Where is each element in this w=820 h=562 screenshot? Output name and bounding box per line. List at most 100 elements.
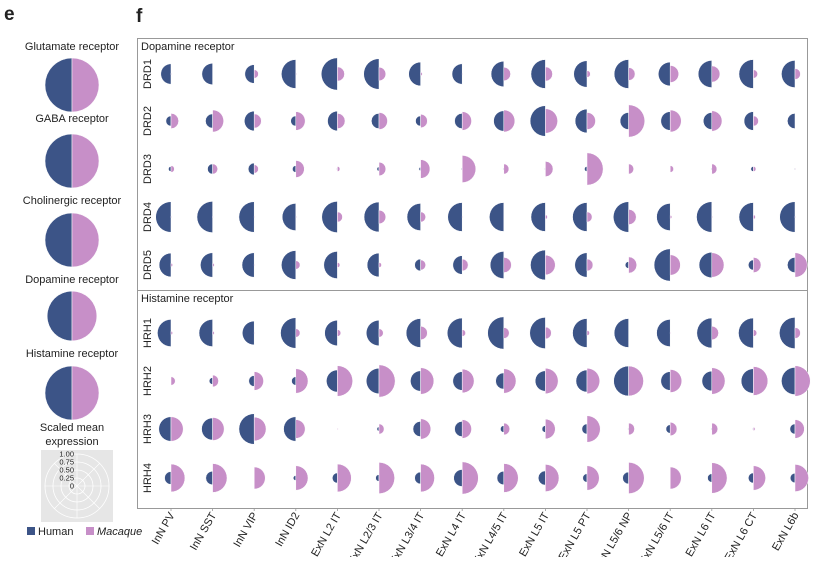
human-half-circle <box>238 413 255 445</box>
macaque-half-circle <box>295 465 309 491</box>
scale-tick-label: 0.50 <box>59 466 74 475</box>
macaque-half-circle <box>753 257 762 273</box>
macaque-half-circle <box>253 371 264 391</box>
scale-spoke <box>76 485 100 509</box>
macaque-half-circle <box>337 262 341 268</box>
column-label-cell-type: ExN L3/4 IT <box>388 510 428 557</box>
macaque-half-circle <box>753 366 769 396</box>
human-half-circle <box>376 426 380 432</box>
macaque-half-circle <box>378 112 388 130</box>
human-half-circle <box>625 261 629 269</box>
scale-spoke <box>76 463 100 487</box>
macaque-half-circle <box>711 252 725 278</box>
macaque-half-circle <box>711 110 723 132</box>
macaque-half-circle <box>337 66 345 82</box>
macaque-half-circle <box>170 215 173 219</box>
macaque-half-circle <box>253 466 266 490</box>
summary-label: Cholinergic receptor <box>23 195 122 207</box>
macaque-half-circle <box>503 463 519 493</box>
scale-tick-label: 1.00 <box>59 450 74 459</box>
macaque-half-circle <box>170 72 173 76</box>
human-half-circle <box>281 59 297 89</box>
macaque-half-circle <box>711 325 719 341</box>
human-half-circle <box>366 252 380 278</box>
human-half-circle <box>292 165 297 173</box>
macaque-half-circle <box>295 72 297 76</box>
human-half-circle <box>743 111 754 131</box>
human-half-circle <box>787 113 796 129</box>
human-half-circle <box>418 167 421 171</box>
macaque-half-circle <box>628 462 645 494</box>
macaque-half-circle <box>628 67 636 81</box>
scale-tick-label: 0 <box>70 482 74 491</box>
macaque-half-circle <box>337 166 341 172</box>
human-half-circle <box>414 471 421 485</box>
macaque-half-circle <box>71 365 100 421</box>
scale-title: expression <box>45 436 98 448</box>
human-half-circle <box>198 319 213 347</box>
macaque-half-circle <box>545 254 556 276</box>
macaque-half-circle <box>420 418 431 440</box>
macaque-half-circle <box>794 215 797 219</box>
macaque-half-circle <box>628 422 635 436</box>
macaque-half-circle <box>794 419 805 439</box>
human-half-circle <box>658 61 671 87</box>
macaque-half-circle <box>545 418 556 440</box>
macaque-half-circle <box>461 461 479 495</box>
macaque-half-circle <box>794 167 797 171</box>
macaque-half-circle <box>295 328 301 338</box>
human-half-circle <box>781 60 796 88</box>
human-half-circle <box>46 290 73 342</box>
human-half-circle <box>375 474 380 482</box>
human-half-circle <box>496 470 505 486</box>
human-half-circle <box>613 201 629 233</box>
column-label-cell-type: InN VIP <box>231 511 260 550</box>
human-half-circle <box>44 57 73 113</box>
human-half-circle <box>495 372 505 390</box>
human-half-circle <box>584 166 588 172</box>
human-half-circle <box>489 202 505 232</box>
macaque-half-circle <box>794 327 801 339</box>
macaque-half-circle <box>420 211 426 223</box>
human-half-circle <box>574 252 588 278</box>
human-half-circle <box>738 202 754 232</box>
macaque-half-circle <box>586 367 600 395</box>
human-half-circle <box>530 202 546 232</box>
human-half-circle <box>201 417 213 441</box>
macaque-half-circle <box>420 72 423 76</box>
macaque-half-circle <box>212 417 225 441</box>
macaque-half-circle <box>420 367 435 395</box>
human-half-circle <box>530 249 546 281</box>
human-half-circle <box>366 367 380 395</box>
macaque-half-circle <box>628 209 637 225</box>
macaque-half-circle <box>503 257 512 273</box>
human-half-circle <box>779 201 796 233</box>
row-label-gene: HRH2 <box>142 366 154 396</box>
human-half-circle <box>209 377 213 385</box>
human-half-circle <box>574 108 588 134</box>
macaque-half-circle <box>669 215 673 219</box>
macaque-half-circle <box>545 214 548 220</box>
scale-spoke <box>54 463 78 487</box>
legend-swatch-macaque <box>86 527 94 535</box>
human-half-circle <box>490 60 505 88</box>
macaque-half-circle <box>586 330 590 336</box>
macaque-half-circle <box>420 325 428 341</box>
human-half-circle <box>535 370 546 392</box>
macaque-half-circle <box>337 211 343 223</box>
macaque-half-circle <box>753 465 766 491</box>
macaque-half-circle <box>378 328 384 338</box>
macaque-half-circle <box>669 254 681 276</box>
human-half-circle <box>452 255 463 275</box>
macaque-half-circle <box>378 161 387 177</box>
human-half-circle <box>363 201 380 233</box>
column-label-cell-type: ExN L2/3 IT <box>346 510 386 557</box>
human-half-circle <box>366 319 380 347</box>
macaque-half-circle <box>628 163 634 175</box>
macaque-half-circle <box>170 376 176 386</box>
human-half-circle <box>44 133 73 189</box>
macaque-half-circle <box>753 329 757 337</box>
macaque-half-circle <box>170 263 173 267</box>
human-half-circle <box>332 472 338 484</box>
macaque-half-circle <box>753 69 758 79</box>
